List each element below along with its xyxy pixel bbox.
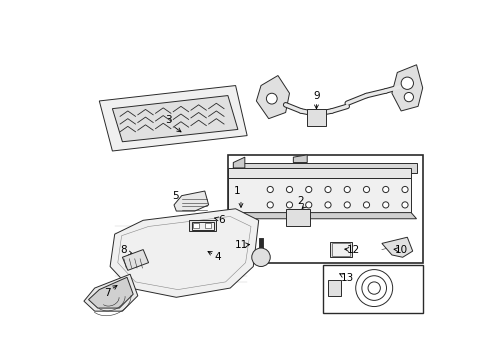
- Text: 8: 8: [121, 244, 127, 255]
- Polygon shape: [99, 86, 246, 151]
- Circle shape: [344, 202, 349, 208]
- Polygon shape: [204, 223, 210, 228]
- Polygon shape: [391, 65, 422, 111]
- Circle shape: [324, 186, 330, 193]
- Circle shape: [382, 202, 388, 208]
- Text: 7: 7: [103, 288, 110, 298]
- Polygon shape: [84, 274, 138, 311]
- Polygon shape: [227, 168, 410, 178]
- Polygon shape: [233, 163, 416, 172]
- Circle shape: [401, 202, 407, 208]
- Circle shape: [324, 202, 330, 208]
- Circle shape: [363, 202, 369, 208]
- Text: 13: 13: [340, 273, 353, 283]
- Text: 2: 2: [297, 196, 304, 206]
- Bar: [227, 155, 422, 263]
- Circle shape: [382, 186, 388, 193]
- Polygon shape: [88, 277, 133, 308]
- Circle shape: [305, 186, 311, 193]
- Polygon shape: [293, 155, 306, 163]
- Circle shape: [305, 202, 311, 208]
- Bar: [285, 209, 310, 226]
- Bar: [331, 243, 349, 256]
- Bar: [329, 242, 351, 257]
- Polygon shape: [233, 157, 244, 168]
- Polygon shape: [381, 237, 412, 257]
- Text: 11: 11: [234, 240, 247, 250]
- Text: 5: 5: [172, 191, 179, 201]
- Polygon shape: [122, 249, 148, 270]
- Polygon shape: [193, 223, 199, 228]
- Polygon shape: [306, 109, 325, 126]
- Circle shape: [401, 186, 407, 193]
- Polygon shape: [256, 76, 289, 119]
- Polygon shape: [110, 209, 258, 297]
- Polygon shape: [191, 222, 214, 230]
- Text: 1: 1: [233, 186, 240, 196]
- Circle shape: [404, 93, 413, 102]
- Text: 6: 6: [218, 215, 224, 225]
- Circle shape: [251, 248, 270, 266]
- Text: 12: 12: [346, 244, 359, 255]
- Polygon shape: [327, 280, 341, 296]
- Circle shape: [266, 186, 273, 193]
- Text: 9: 9: [312, 91, 319, 100]
- Circle shape: [266, 202, 273, 208]
- Bar: [322, 265, 422, 313]
- Polygon shape: [227, 213, 416, 219]
- Circle shape: [344, 186, 349, 193]
- Circle shape: [266, 93, 277, 104]
- Text: 4: 4: [214, 252, 221, 262]
- Circle shape: [400, 77, 413, 89]
- Circle shape: [286, 186, 292, 193]
- Text: 10: 10: [394, 244, 407, 255]
- Text: 3: 3: [165, 115, 172, 125]
- Polygon shape: [112, 95, 238, 142]
- Circle shape: [363, 186, 369, 193]
- Polygon shape: [189, 220, 216, 231]
- Circle shape: [286, 202, 292, 208]
- Polygon shape: [174, 191, 208, 211]
- Polygon shape: [227, 178, 410, 213]
